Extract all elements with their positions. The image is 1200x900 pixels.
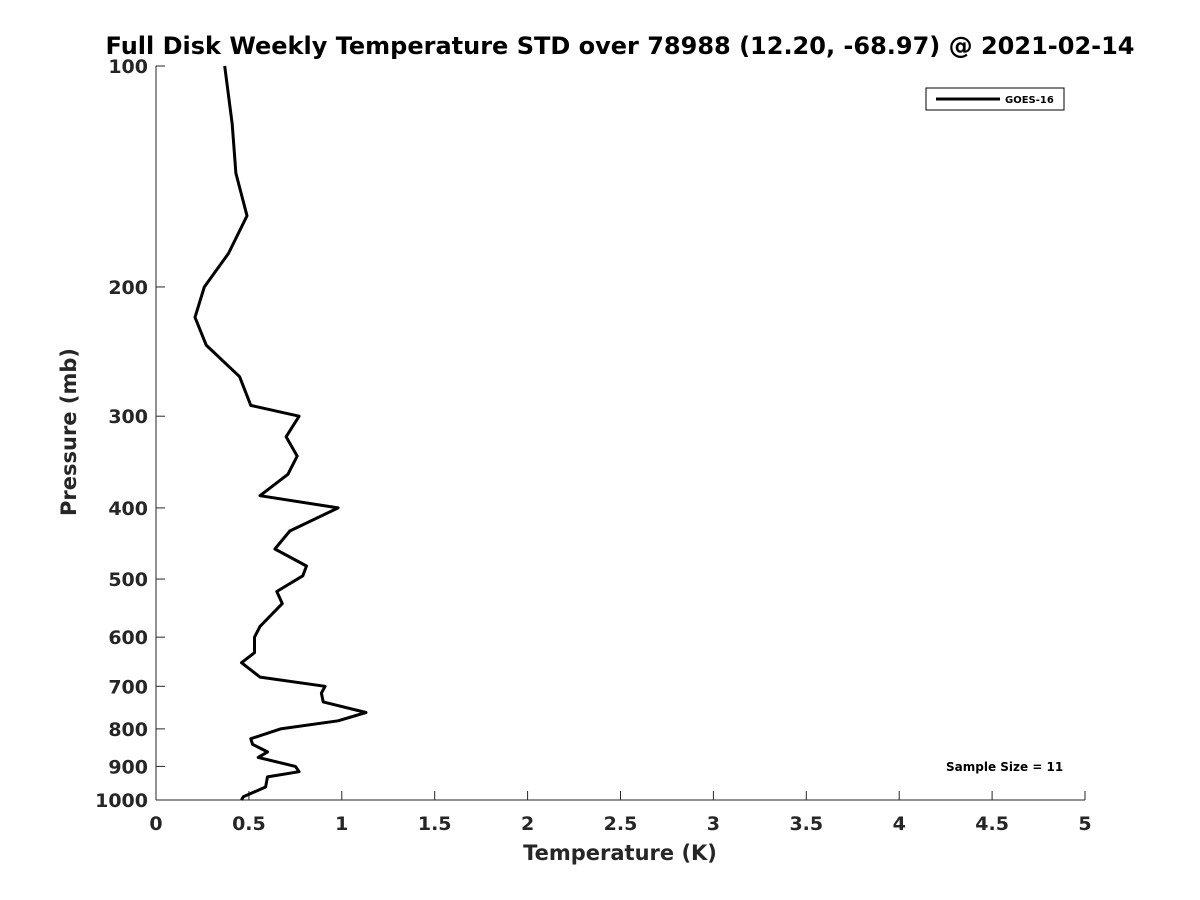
y-tick-label: 600 bbox=[108, 627, 148, 649]
x-tick-label: 0 bbox=[149, 813, 162, 835]
x-tick-label: 1 bbox=[335, 813, 348, 835]
x-tick-label: 3 bbox=[707, 813, 720, 835]
y-tick-label: 200 bbox=[108, 277, 148, 299]
x-tick-label: 0.5 bbox=[232, 813, 266, 835]
axes bbox=[155, 66, 1085, 801]
x-tick-label: 4.5 bbox=[975, 813, 1009, 835]
y-tick-label: 500 bbox=[108, 569, 148, 591]
x-axis-label: Temperature (K) bbox=[523, 841, 717, 865]
sample-size-annotation: Sample Size = 11 bbox=[946, 760, 1063, 774]
y-tick-label: 400 bbox=[108, 498, 148, 520]
x-tick-label: 3.5 bbox=[789, 813, 823, 835]
y-tick-label: 900 bbox=[108, 756, 148, 778]
x-tick-label: 4 bbox=[893, 813, 906, 835]
ticks: 0 0.5 1 1.5 2 2.5 3 3.5 4 4.5 5 100 200 300 400 500 600 7… bbox=[95, 56, 1092, 835]
x-tick-label: 2.5 bbox=[604, 813, 638, 835]
x-tick-label: 1.5 bbox=[418, 813, 452, 835]
chart-title: Full Disk Weekly Temperature STD over 78… bbox=[106, 32, 1135, 60]
y-axis-label: Pressure (mb) bbox=[57, 348, 81, 516]
x-tick-label: 2 bbox=[521, 813, 534, 835]
series-line-goes16 bbox=[193, 65, 368, 801]
y-tick-label: 700 bbox=[108, 676, 148, 698]
x-tick-label: 5 bbox=[1078, 813, 1091, 835]
y-tick-label: 1000 bbox=[95, 790, 148, 812]
legend: GOES-16 bbox=[925, 87, 1065, 111]
legend-label-goes16: GOES-16 bbox=[1005, 95, 1054, 106]
y-tick-label: 300 bbox=[108, 406, 148, 428]
y-tick-label: 800 bbox=[108, 719, 148, 741]
y-tick-label: 100 bbox=[108, 56, 148, 78]
